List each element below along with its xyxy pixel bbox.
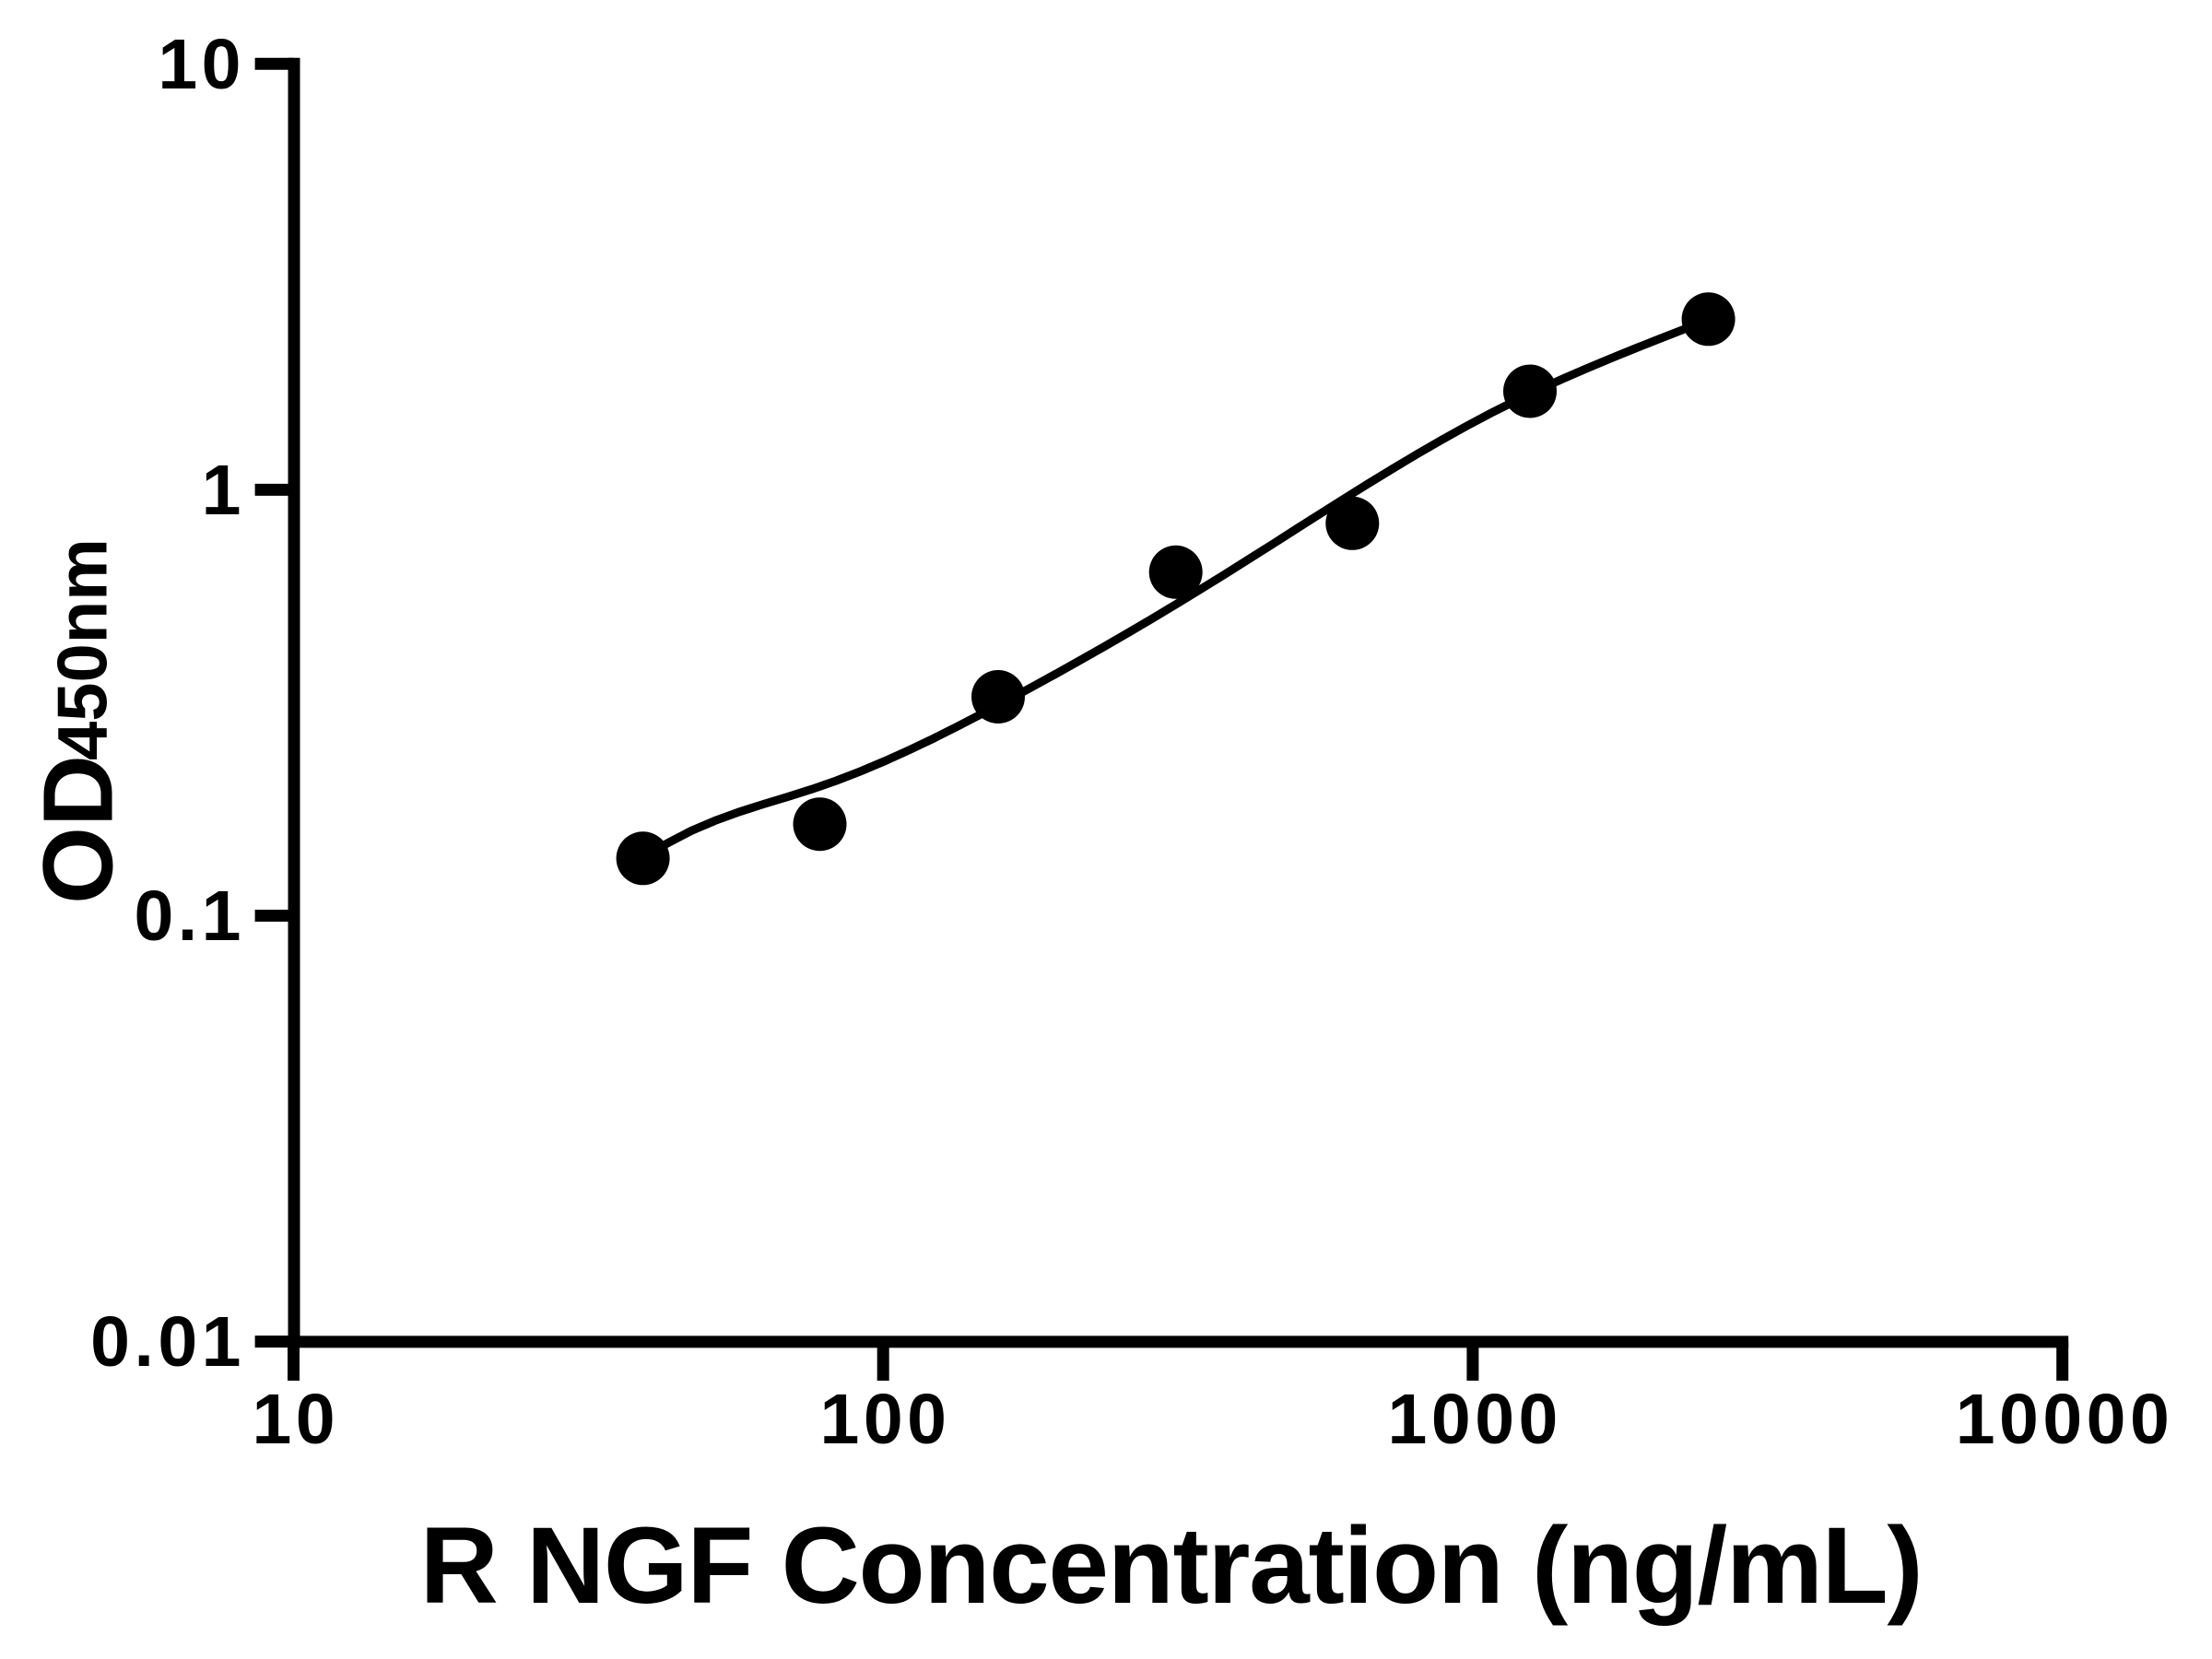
svg-text:1000: 1000 (1388, 1380, 1562, 1459)
svg-text:10: 10 (252, 1380, 339, 1459)
svg-text:100: 100 (820, 1380, 951, 1459)
svg-text:1: 1 (202, 451, 245, 530)
svg-text:10: 10 (158, 25, 245, 104)
svg-text:10000: 10000 (1956, 1380, 2174, 1459)
svg-text:R NGF Concentration (ng/mL): R NGF Concentration (ng/mL) (420, 1505, 1923, 1627)
svg-text:0.01: 0.01 (90, 1302, 245, 1382)
svg-text:OD450nm: OD450nm (21, 538, 133, 904)
svg-text:0.1: 0.1 (134, 877, 245, 956)
